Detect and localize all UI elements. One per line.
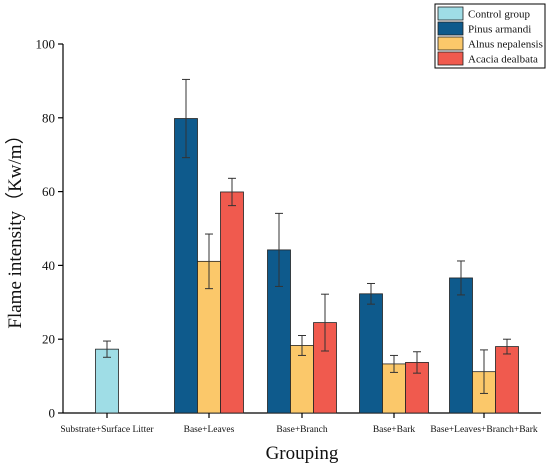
bar bbox=[220, 191, 244, 414]
legend-swatch bbox=[437, 21, 464, 36]
y-tick-label: 0 bbox=[49, 406, 56, 421]
legend-label: Control group bbox=[468, 9, 531, 21]
legend-swatch bbox=[437, 51, 464, 66]
x-axis-title: Grouping bbox=[266, 443, 339, 464]
y-tick-label: 40 bbox=[42, 258, 55, 273]
y-tick-label: 60 bbox=[42, 184, 55, 199]
bar bbox=[449, 277, 473, 414]
bar bbox=[495, 346, 519, 414]
bar bbox=[95, 348, 119, 414]
legend-swatch bbox=[437, 6, 464, 21]
legend: Control group Pinus armandi Alnus nepalens… bbox=[434, 3, 546, 69]
y-tick-label: 20 bbox=[42, 332, 55, 347]
x-category-label: Base+Leaves+Branch+Bark bbox=[430, 425, 538, 435]
bars bbox=[95, 118, 519, 414]
x-category-label: Base+Bark bbox=[373, 425, 416, 435]
y-ticks: 0 20 40 60 80 100 bbox=[36, 37, 63, 421]
y-tick-label: 100 bbox=[36, 37, 56, 52]
x-category-labels: Substrate+Surface Litter Base+Leaves Base+… bbox=[60, 413, 538, 435]
error-bars bbox=[103, 78, 511, 394]
y-tick-label: 80 bbox=[42, 110, 55, 125]
x-category-label: Base+Branch bbox=[276, 425, 328, 435]
legend-label: Acacia dealbata bbox=[468, 54, 538, 66]
legend-label: Pinus armandi bbox=[468, 24, 531, 36]
legend-swatch bbox=[437, 36, 464, 51]
x-category-label: Base+Leaves bbox=[184, 425, 235, 435]
bar bbox=[359, 293, 383, 414]
y-axis-title: Flame intensity（Kw/m） bbox=[4, 125, 26, 328]
legend-label: Alnus nepalensis bbox=[468, 39, 543, 51]
x-category-label: Substrate+Surface Litter bbox=[60, 424, 154, 435]
bar bbox=[174, 118, 198, 414]
